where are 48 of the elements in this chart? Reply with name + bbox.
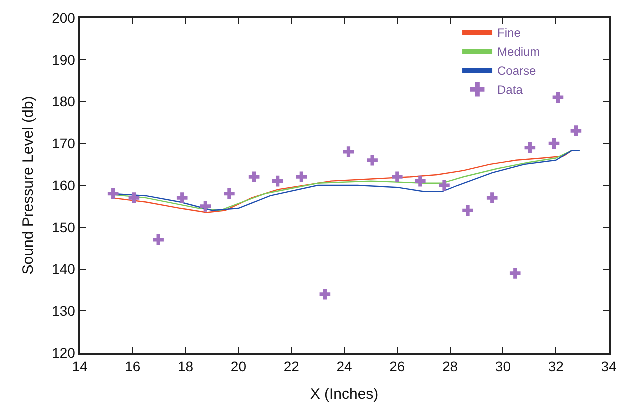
- x-tick-label: 16: [125, 358, 141, 375]
- point: [439, 180, 450, 191]
- point: [552, 92, 564, 103]
- x-tick-label: 30: [495, 358, 512, 375]
- x-tick-label: 24: [336, 358, 352, 375]
- x-tick-label: 14: [72, 358, 88, 375]
- point: [570, 126, 582, 136]
- point: [415, 176, 426, 187]
- point: [176, 192, 188, 204]
- y-axis-title: Sound Pressure Level (db): [20, 96, 37, 275]
- point: [128, 192, 140, 204]
- point: [524, 142, 536, 154]
- x-tick-label: 18: [178, 358, 194, 375]
- point: [224, 188, 235, 200]
- x-tick-label: 20: [230, 358, 247, 375]
- point: [200, 201, 212, 212]
- y-tick-label: 120: [52, 344, 76, 361]
- point: [392, 172, 403, 183]
- x-tick-label: 32: [548, 358, 564, 375]
- y-tick-label: 200: [52, 10, 76, 26]
- point: [548, 138, 560, 150]
- point: [343, 146, 354, 158]
- legend-label: Data: [498, 83, 524, 98]
- x-tick-label: 26: [390, 358, 406, 375]
- point: [510, 268, 521, 279]
- x-tick-label: 22: [284, 358, 300, 375]
- point: [108, 188, 119, 200]
- x-tick-label: 28: [442, 358, 458, 375]
- y-tick-label: 190: [52, 52, 76, 68]
- point: [486, 192, 498, 204]
- point: [272, 176, 284, 187]
- point: [462, 205, 474, 216]
- y-tick-label: 180: [52, 94, 76, 110]
- legend-label: Medium: [498, 45, 540, 60]
- point: [296, 172, 308, 183]
- point: [320, 288, 331, 300]
- legend-label: Fine: [498, 26, 522, 40]
- y-tick-label: 170: [52, 136, 76, 152]
- y-tick-label: 130: [52, 303, 76, 320]
- point: [248, 172, 260, 183]
- legend-label: Coarse: [498, 64, 537, 78]
- y-tick-label: 140: [52, 261, 76, 278]
- y-tick-label: 150: [52, 219, 76, 236]
- x-tick-label: 34: [601, 358, 617, 375]
- point: [153, 234, 164, 246]
- x-axis-title: X (Inches): [310, 386, 379, 404]
- point: [367, 154, 378, 166]
- y-tick-label: 160: [52, 177, 76, 194]
